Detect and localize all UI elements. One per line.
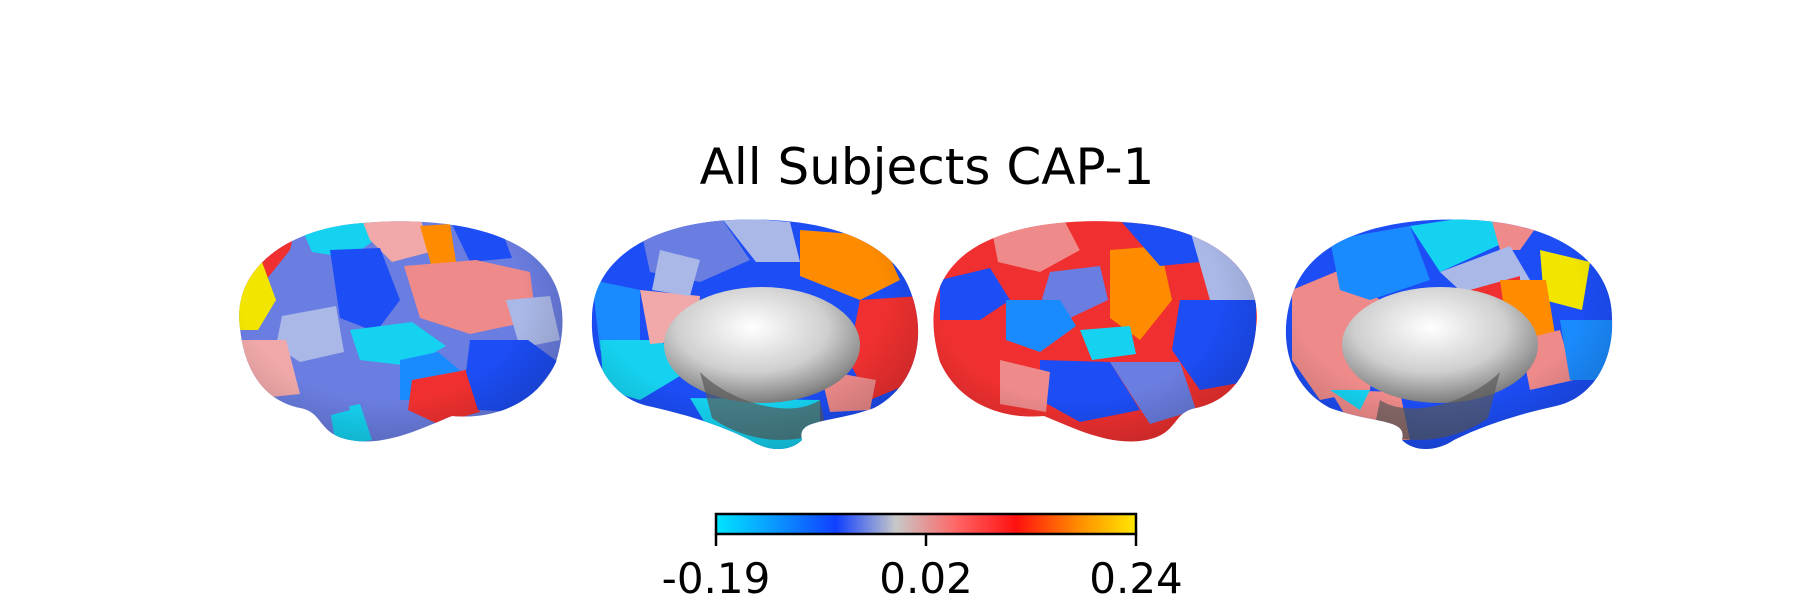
brain-right-medial	[1285, 219, 1613, 449]
brain-left-lateral	[239, 221, 563, 442]
brain-right-lateral	[933, 221, 1257, 442]
colorbar-min-label: -0.19	[661, 554, 771, 603]
colorbar-max-label: 0.24	[1089, 554, 1183, 603]
figure-title: All Subjects CAP-1	[699, 138, 1155, 196]
colorbar-mid-label: 0.02	[879, 554, 973, 603]
colorbar-fill	[714, 512, 1138, 536]
